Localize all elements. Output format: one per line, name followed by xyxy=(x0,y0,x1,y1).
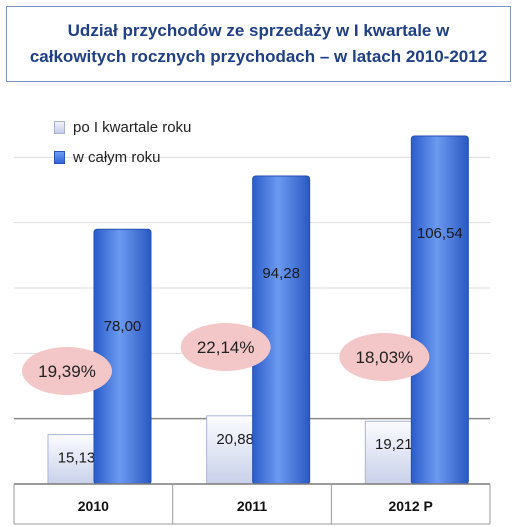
chart-title-line1: Udział przychodów ze sprzedaży w I kwart… xyxy=(67,21,450,40)
percentage-ellipse xyxy=(339,333,430,381)
bar-label-series1: 19,21 xyxy=(375,436,413,453)
percentage-ellipse xyxy=(180,323,271,371)
percentage-label: 19,39% xyxy=(38,362,96,381)
category-label: 2012 P xyxy=(388,498,432,514)
category-axis: 2010 2011 2012 P xyxy=(13,483,491,525)
category-label: 2010 xyxy=(78,498,109,514)
legend-swatch-series2 xyxy=(54,150,65,164)
legend-label-series2: w całym roku xyxy=(73,148,161,166)
bar-series2 xyxy=(410,135,469,485)
legend-label-series1: po I kwartale roku xyxy=(73,118,192,136)
chart-title-line2: całkowitych rocznych przychodach – w lat… xyxy=(29,47,488,66)
legend-item-series2: w całym roku xyxy=(54,142,191,172)
percentage-ellipse xyxy=(22,347,112,395)
bar-label-series2: 106,54 xyxy=(417,225,463,242)
percentage-annotations: 19,39% 22,14% 18,03% xyxy=(22,323,430,395)
chart-title-box: Udział przychodów ze sprzedaży w I kwart… xyxy=(6,6,511,82)
bar-label-series2: 94,28 xyxy=(262,265,300,282)
percentage-label: 22,14% xyxy=(197,338,255,357)
category-label: 2011 xyxy=(237,498,268,514)
legend-swatch-series1 xyxy=(54,120,65,134)
percentage-label: 18,03% xyxy=(355,348,413,367)
bar-label-series2: 78,00 xyxy=(104,318,142,335)
bar-label-series1: 15,13 xyxy=(58,450,96,467)
bar-label-series1: 20,88 xyxy=(216,431,254,448)
bar-series2 xyxy=(252,175,311,485)
bars-layer: 15,13 78,00 20,88 94,28 19,21 106,54 xyxy=(47,135,469,485)
legend: po I kwartale roku w całym roku xyxy=(54,112,191,172)
legend-item-series1: po I kwartale roku xyxy=(54,112,191,142)
